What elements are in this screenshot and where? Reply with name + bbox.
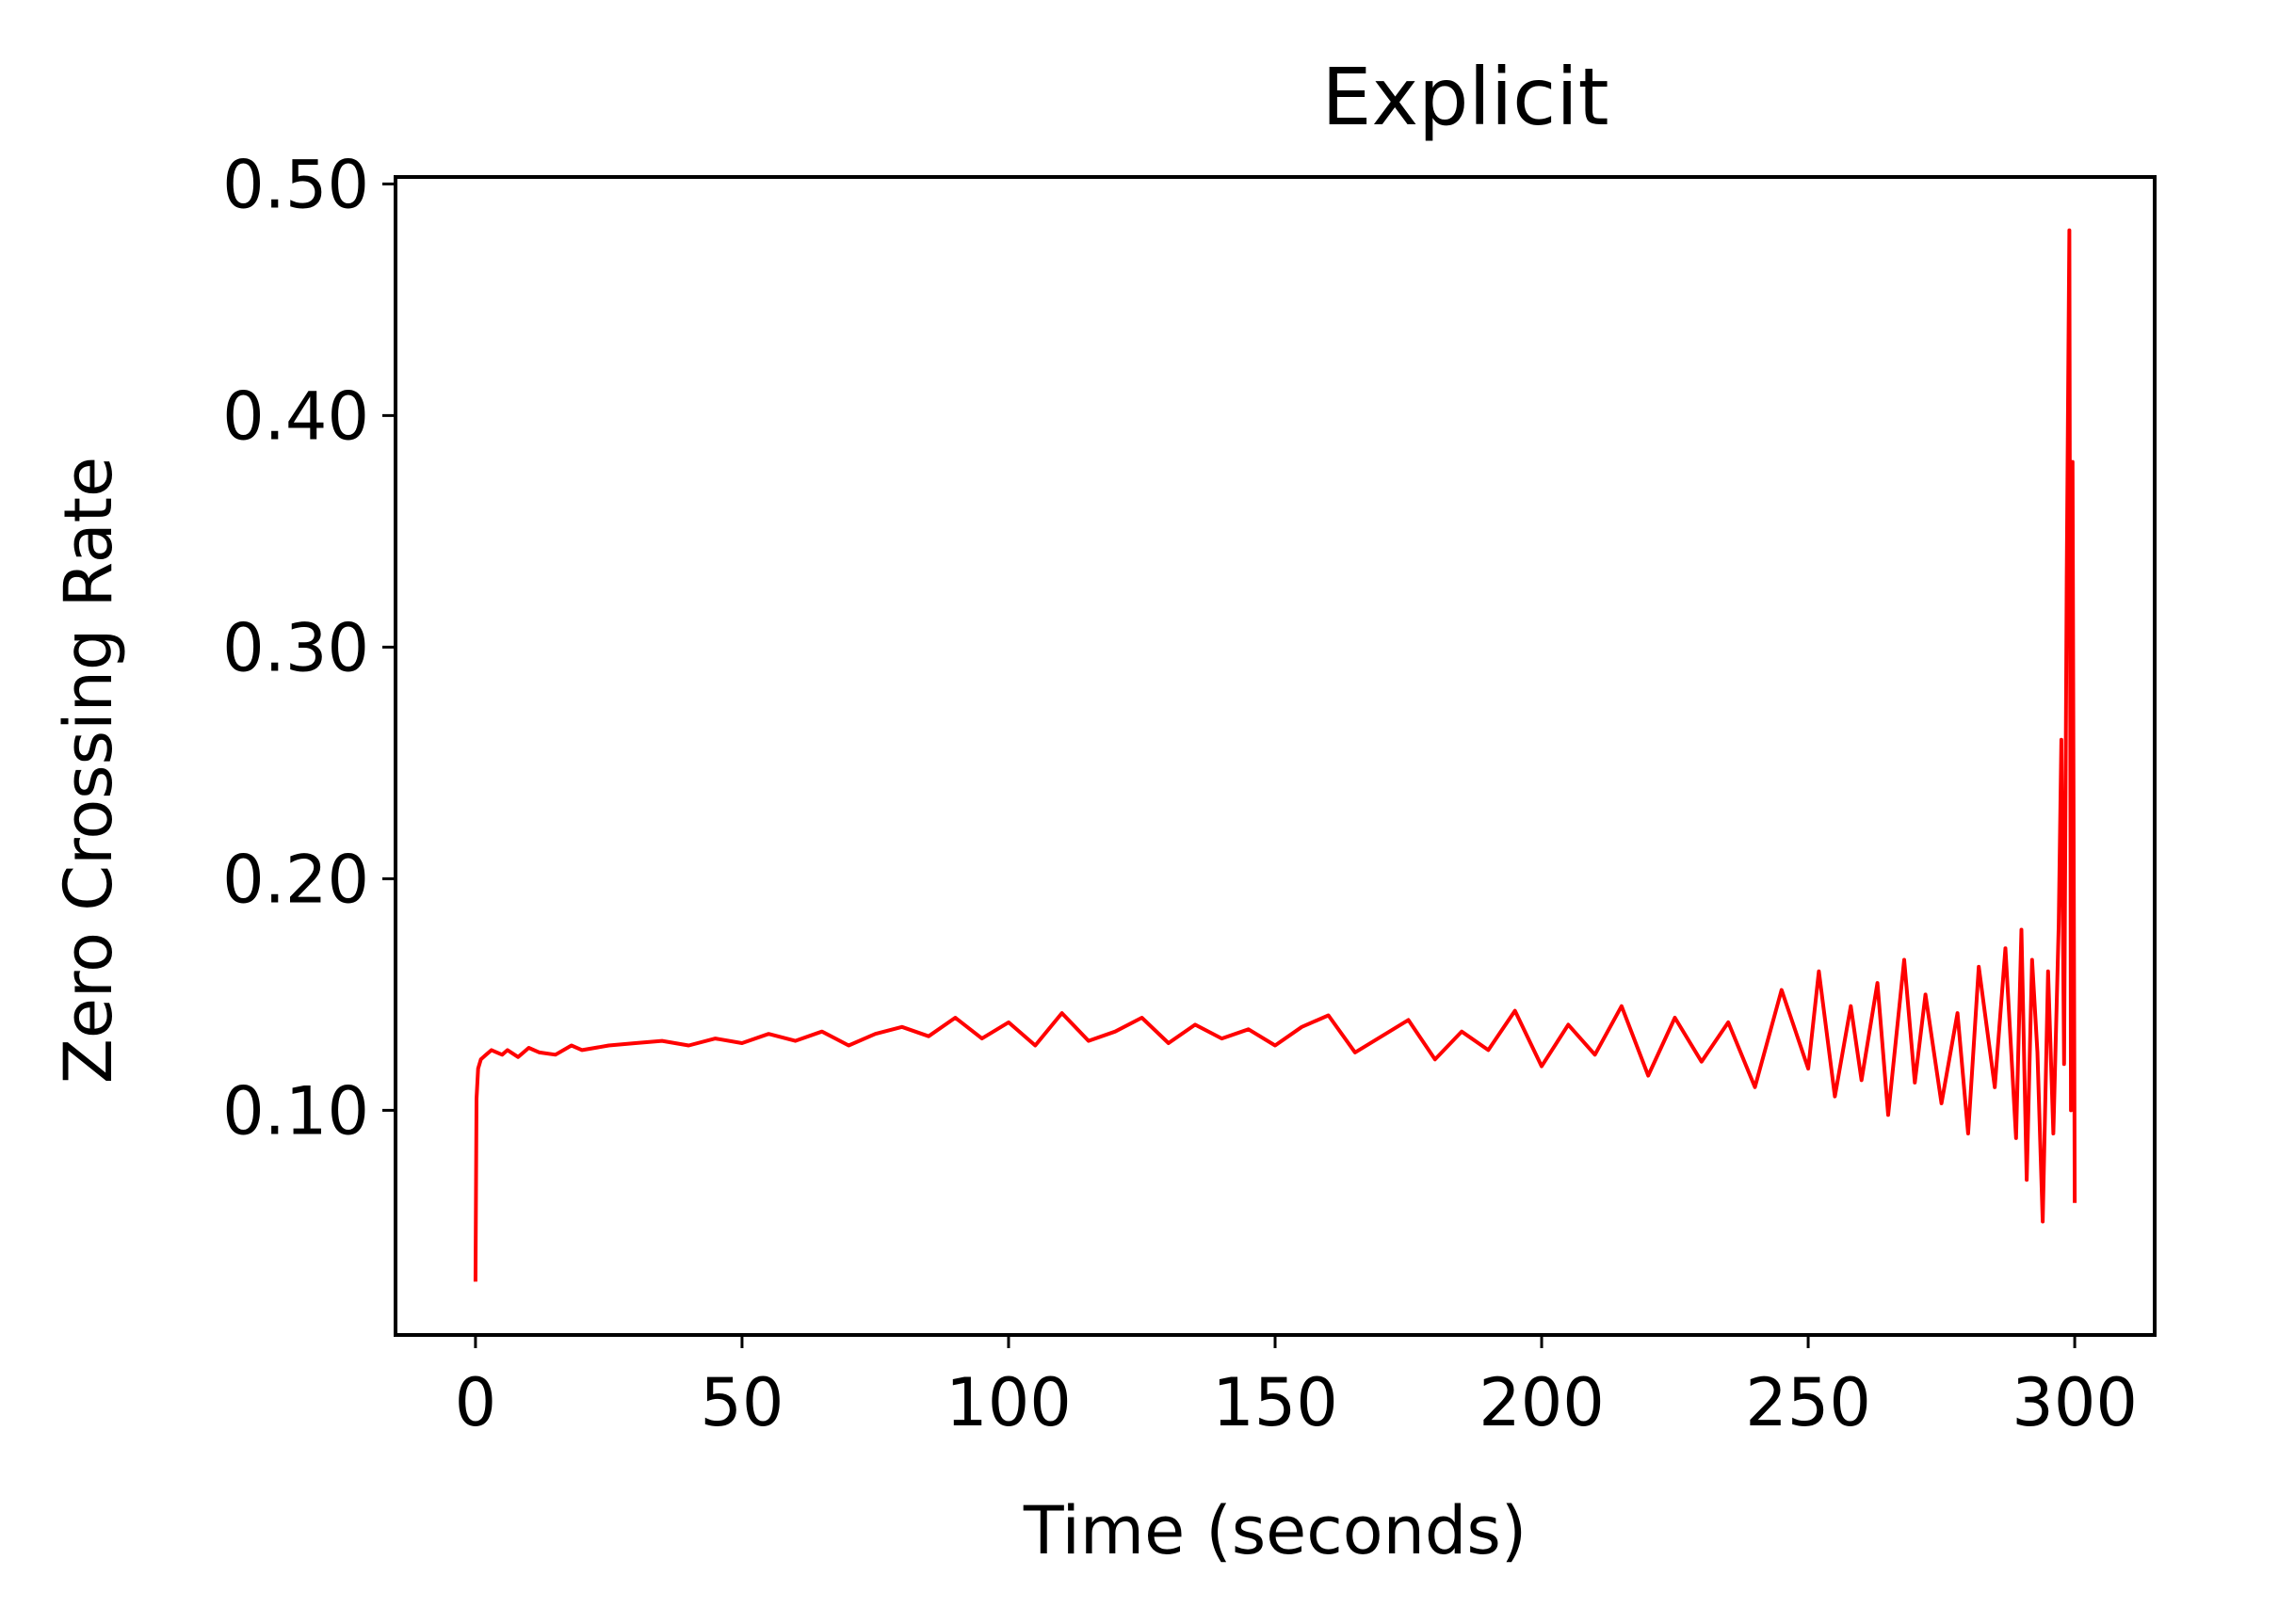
y-tick-label: 0.50 (222, 146, 369, 223)
ticks-layer: 0 50 100 150 200 250 300 0.10 0.20 0.30 0.40 0.50 (222, 146, 2138, 1441)
x-tick-label: 250 (1745, 1364, 1871, 1441)
x-tick-label: 200 (1479, 1364, 1605, 1441)
x-tick-label: 100 (945, 1364, 1072, 1441)
series-layer (473, 228, 2077, 1282)
y-tick-label: 0.20 (222, 841, 369, 918)
x-tick-label: 0 (455, 1364, 497, 1441)
y-tick-label: 0.40 (222, 378, 369, 455)
y-tick-label: 0.10 (222, 1072, 369, 1150)
y-tick-label: 0.30 (222, 609, 369, 686)
x-axis-label: Time (seconds) (1023, 1492, 1527, 1569)
x-tick-label: 50 (700, 1364, 784, 1441)
x-tick-label: 150 (1212, 1364, 1338, 1441)
chart-title: Explicit (1321, 51, 1608, 143)
series-line-0 (473, 228, 2077, 1282)
plot-area-frame (394, 175, 2157, 1337)
x-tick-label: 300 (2012, 1364, 2138, 1441)
y-axis-label: Zero Crossing Rate (50, 457, 127, 1084)
